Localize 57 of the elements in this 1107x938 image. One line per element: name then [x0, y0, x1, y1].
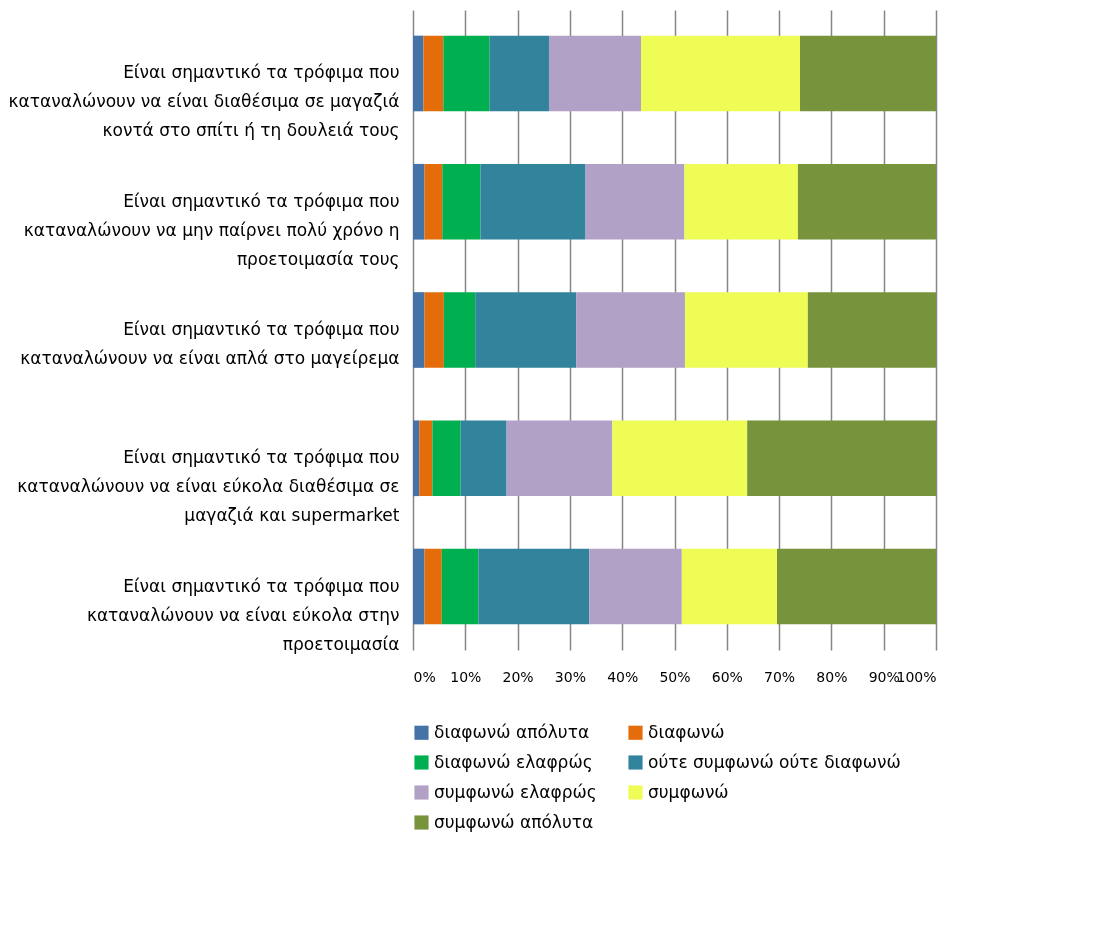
- bar: [747, 420, 936, 497]
- bar: [443, 35, 490, 112]
- x-tick-label: 0%: [413, 668, 436, 685]
- bar: [413, 292, 425, 368]
- bar: [684, 163, 798, 240]
- bar: [432, 420, 461, 497]
- bar: [413, 548, 425, 625]
- y-tick-label: Είναι σημαντικό τα τρόφιμα που καταναλώνουν να είναι εύκολα στην προετοιμασία: [86, 575, 400, 654]
- x-tick-label: 40%: [607, 668, 639, 685]
- x-tick-label: 90%: [868, 668, 900, 685]
- x-tick-label: 60%: [711, 668, 743, 685]
- bar: [684, 292, 808, 368]
- bar: [589, 548, 682, 625]
- bar: [612, 420, 748, 497]
- bar: [480, 163, 586, 240]
- y-tick-label: Είναι σημαντικό τα τρόφιμα που καταναλώνουν να είναι διαθέσιμα σε μαγαζιά κοντά στο σπίτι ή τη δουλειά τους: [8, 62, 400, 141]
- y-tick-label: Είναι σημαντικό τα τρόφιμα που καταναλώνουν να είναι εύκολα διαθέσιμα σε μαγαζιά και supermarket: [17, 447, 400, 526]
- x-tick-label: 20%: [502, 668, 534, 685]
- bar: [681, 548, 778, 625]
- x-tick-label: 70%: [764, 668, 796, 685]
- bar: [641, 35, 801, 112]
- bar: [442, 163, 481, 240]
- bar: [419, 420, 433, 497]
- x-tick-label: 30%: [554, 668, 586, 685]
- bar: [424, 548, 442, 625]
- bar: [548, 35, 642, 112]
- x-tick-label: 50%: [659, 668, 691, 685]
- bar: [585, 163, 685, 240]
- legend-label: διαφωνώ ελαφρώς: [434, 751, 593, 772]
- bar: [777, 548, 936, 625]
- bar: [413, 163, 425, 240]
- legend-label: διαφωνώ απόλυτα: [434, 721, 590, 742]
- bar: [443, 292, 476, 368]
- y-tick-label: Είναι σημαντικό τα τρόφιμα που καταναλώνουν να είναι απλά στο μαγείρεμα: [20, 319, 400, 368]
- bar: [800, 35, 936, 112]
- bar: [475, 292, 577, 368]
- x-tick-label: 80%: [816, 668, 848, 685]
- bar: [424, 292, 444, 368]
- legend-label: συμφωνώ: [648, 781, 729, 802]
- legend-label: διαφωνώ: [648, 721, 725, 742]
- legend-label: συμφωνώ απόλυτα: [434, 811, 594, 832]
- bar: [413, 420, 420, 497]
- bar: [478, 548, 590, 625]
- bar: [506, 420, 613, 497]
- bar: [423, 35, 444, 112]
- legend-label: συμφωνώ ελαφρώς: [434, 781, 597, 802]
- x-tick-label: 10%: [450, 668, 482, 685]
- bar: [460, 420, 507, 497]
- bar: [807, 292, 936, 368]
- bar: [489, 35, 549, 112]
- bar: [413, 35, 424, 112]
- bar: [441, 548, 479, 625]
- legend-label: ούτε συμφωνώ ούτε διαφωνώ: [648, 751, 901, 772]
- bar: [797, 163, 936, 240]
- bar: [576, 292, 685, 368]
- y-tick-label: Είναι σημαντικό τα τρόφιμα που καταναλώνουν να μην παίρνει πολύ χρόνο η προετοιμασία τους: [23, 190, 400, 269]
- bar: [424, 163, 443, 240]
